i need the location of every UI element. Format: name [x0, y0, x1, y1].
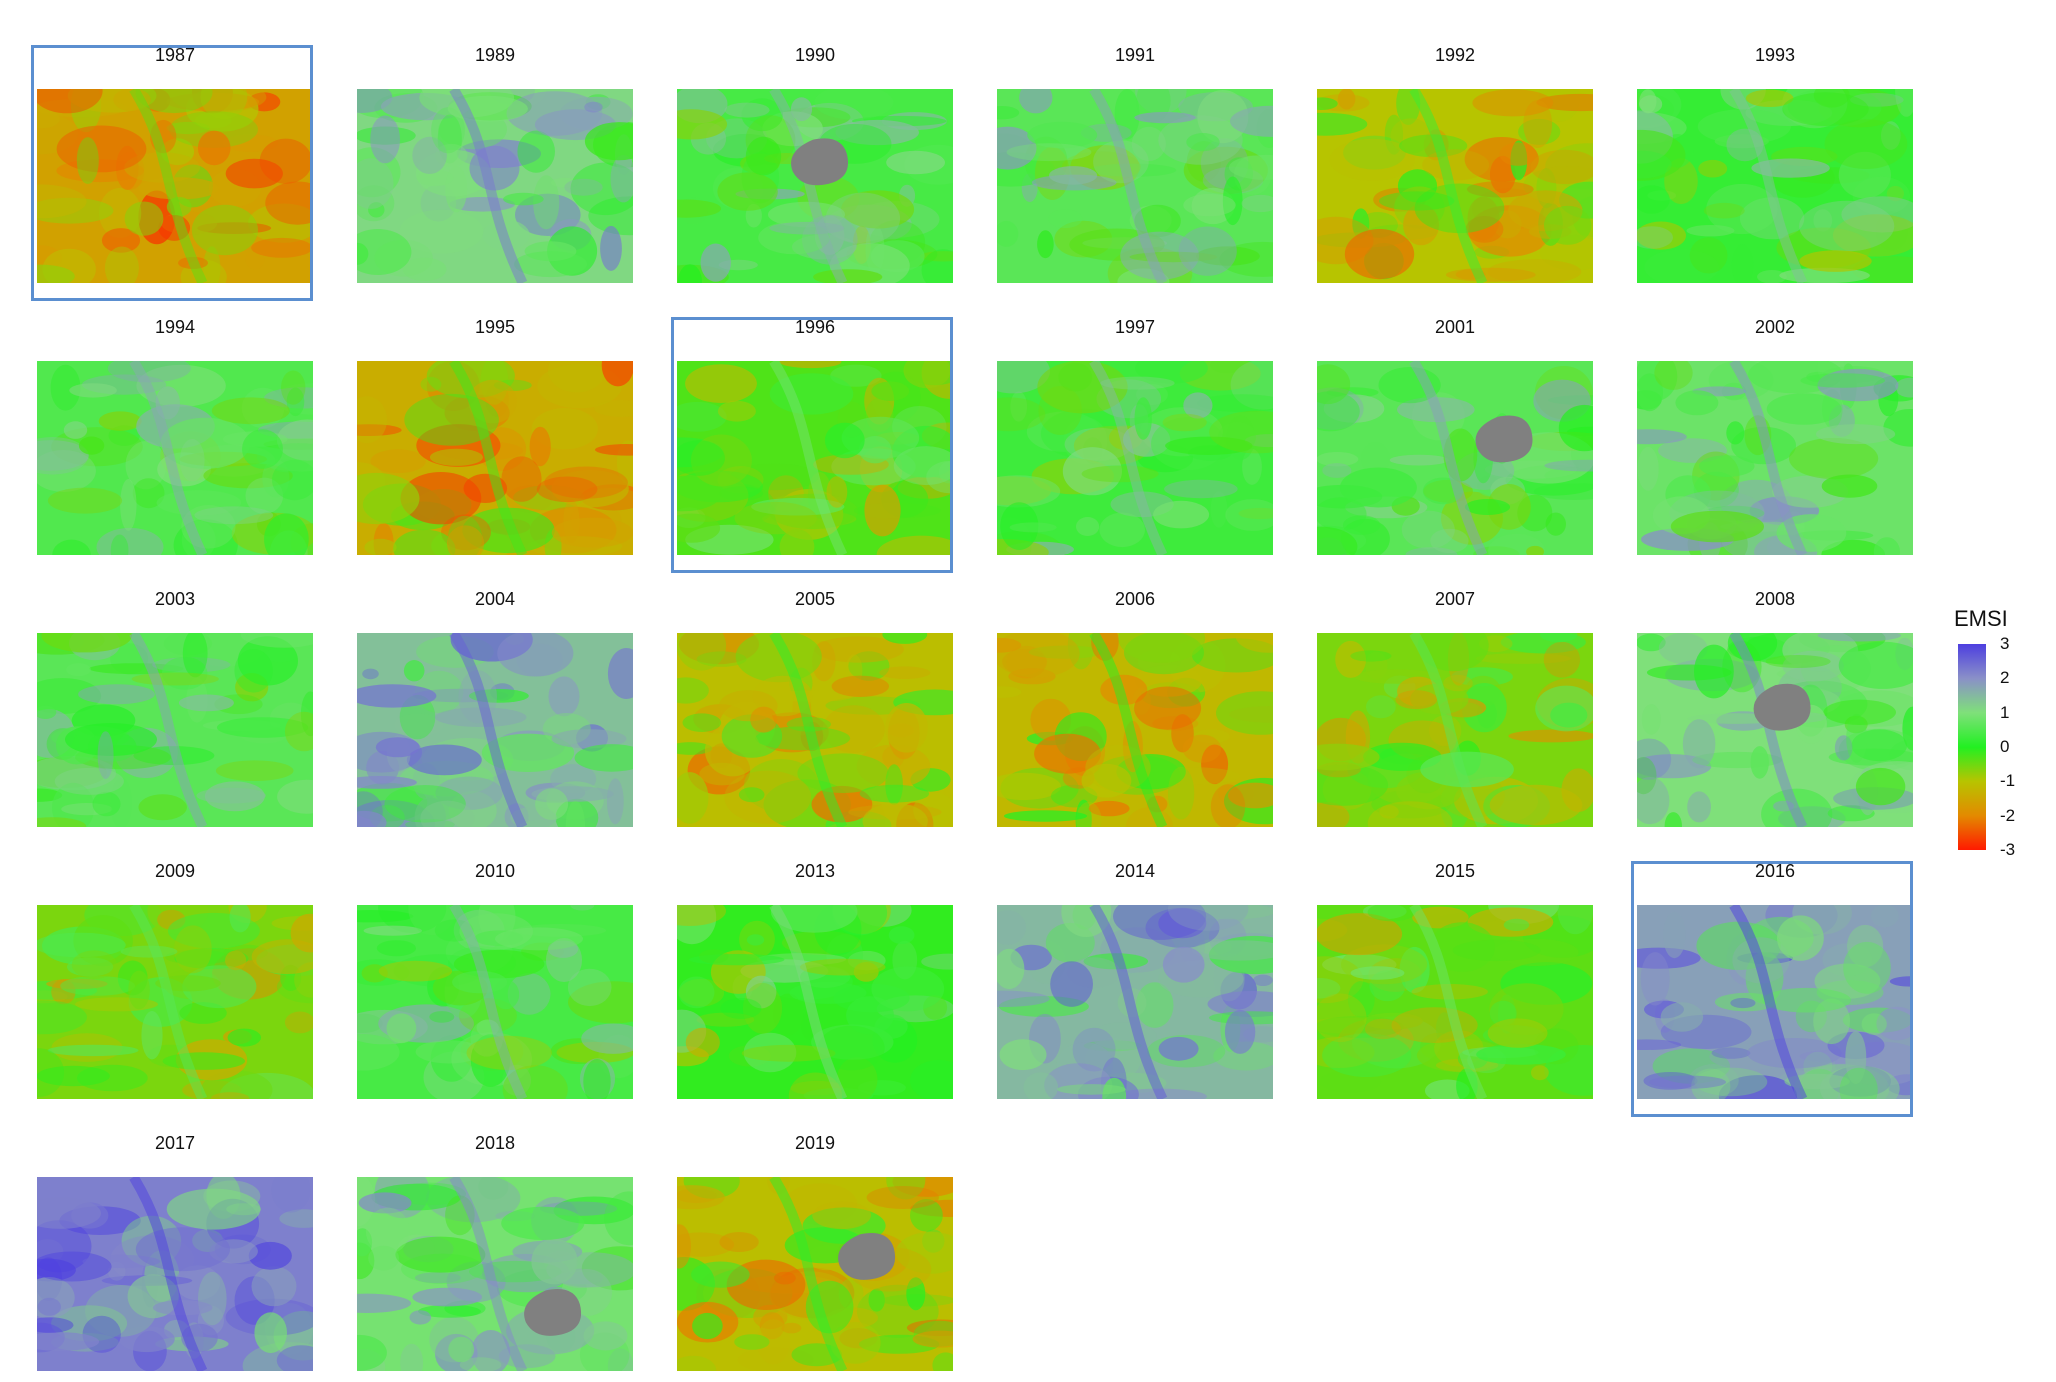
emsi-map	[1637, 633, 1913, 827]
emsi-map	[1317, 905, 1593, 1099]
emsi-map	[997, 905, 1273, 1099]
year-panel: 2006	[988, 589, 1282, 835]
panel-year-label: 2015	[1434, 861, 1476, 881]
panel-year-label: 2016	[1754, 861, 1796, 881]
emsi-map	[1317, 633, 1593, 827]
panel-year-label: 1995	[474, 317, 516, 337]
panel-year-label: 2010	[474, 861, 516, 881]
emsi-map	[357, 361, 633, 555]
year-panel: 2008	[1628, 589, 1922, 835]
emsi-map	[677, 1177, 953, 1371]
year-panel: 2013	[668, 861, 962, 1107]
emsi-map	[1637, 361, 1913, 555]
legend-tick-label: 2	[2000, 668, 2010, 688]
year-panel: 1993	[1628, 45, 1922, 291]
panel-year-label: 2002	[1754, 317, 1796, 337]
emsi-map	[997, 89, 1273, 283]
year-panel: 2009	[28, 861, 322, 1107]
legend-tick-label: 0	[2000, 737, 2010, 756]
emsi-map	[1317, 361, 1593, 555]
year-panel: 2001	[1308, 317, 1602, 563]
emsi-map	[1317, 89, 1593, 283]
panel-year-label: 1996	[794, 317, 836, 337]
emsi-map	[37, 89, 313, 283]
year-panel: 2014	[988, 861, 1282, 1107]
emsi-map	[357, 905, 633, 1099]
panel-year-label: 1989	[474, 45, 516, 65]
panel-year-label: 2017	[154, 1133, 196, 1153]
year-panel: 1989	[348, 45, 642, 291]
legend-title: EMSI	[1954, 606, 2008, 631]
year-panel: 1994	[28, 317, 322, 563]
legend-tick-label: -2	[2000, 805, 2016, 825]
panel-year-label: 2019	[794, 1133, 836, 1153]
year-panel: 2007	[1308, 589, 1602, 835]
year-panel: 2010	[348, 861, 642, 1107]
year-panel: 2015	[1308, 861, 1602, 1107]
emsi-map	[677, 633, 953, 827]
emsi-map	[1637, 89, 1913, 283]
year-panel: 2019	[668, 1133, 962, 1379]
panel-year-label: 2003	[154, 589, 196, 609]
panel-year-label: 1994	[154, 317, 196, 337]
emsi-map	[997, 633, 1273, 827]
panel-year-label: 1992	[1434, 45, 1476, 65]
emsi-map	[677, 361, 953, 555]
emsi-map	[37, 361, 313, 555]
year-panel: 1987	[28, 45, 322, 291]
panel-year-label: 2013	[794, 861, 836, 881]
year-panel: 2016	[1628, 861, 1922, 1107]
panel-year-label: 2007	[1434, 589, 1476, 609]
emsi-map	[37, 1177, 313, 1371]
emsi-map	[37, 905, 313, 1099]
emsi-map	[677, 905, 953, 1099]
year-panel: 1991	[988, 45, 1282, 291]
legend-color-bar	[1958, 644, 1986, 850]
panel-year-label: 1987	[154, 45, 196, 65]
year-panel: 1995	[348, 317, 642, 563]
panel-year-label: 1991	[1114, 45, 1156, 65]
panel-year-label: 2004	[474, 589, 516, 609]
year-panel: 2005	[668, 589, 962, 835]
year-panel: 1997	[988, 317, 1282, 563]
panel-year-label: 1990	[794, 45, 836, 65]
emsi-map	[37, 633, 313, 827]
panel-year-label: 2018	[474, 1133, 516, 1153]
emsi-legend: EMSI 3 2 1 0 -1 -2 -3	[1954, 606, 2044, 859]
panel-year-label: 2014	[1114, 861, 1156, 881]
legend-tick-label: 1	[2000, 702, 2010, 722]
panel-year-label: 2001	[1434, 317, 1476, 337]
legend-tick-label: -3	[2000, 840, 2016, 859]
year-panel: 1992	[1308, 45, 1602, 291]
panel-year-label: 2008	[1754, 589, 1796, 609]
year-panel: 1990	[668, 45, 962, 291]
emsi-map	[357, 1177, 633, 1371]
emsi-map	[1637, 905, 1913, 1099]
year-panel: 2004	[348, 589, 642, 835]
year-panel: 2018	[348, 1133, 642, 1379]
year-panel: 2017	[28, 1133, 322, 1379]
panel-year-label: 2005	[794, 589, 836, 609]
emsi-map	[677, 89, 953, 283]
panel-year-label: 1993	[1754, 45, 1796, 65]
emsi-map	[357, 633, 633, 827]
emsi-map	[357, 89, 633, 283]
panel-year-label: 1997	[1114, 317, 1156, 337]
panel-year-label: 2006	[1114, 589, 1156, 609]
year-panel: 2003	[28, 589, 322, 835]
legend-tick-label: -1	[2000, 771, 2016, 791]
year-panel: 2002	[1628, 317, 1922, 563]
panel-year-label: 2009	[154, 861, 196, 881]
legend-tick-label: 3	[2000, 634, 2010, 653]
year-panel: 1996	[668, 317, 962, 563]
emsi-map	[997, 361, 1273, 555]
